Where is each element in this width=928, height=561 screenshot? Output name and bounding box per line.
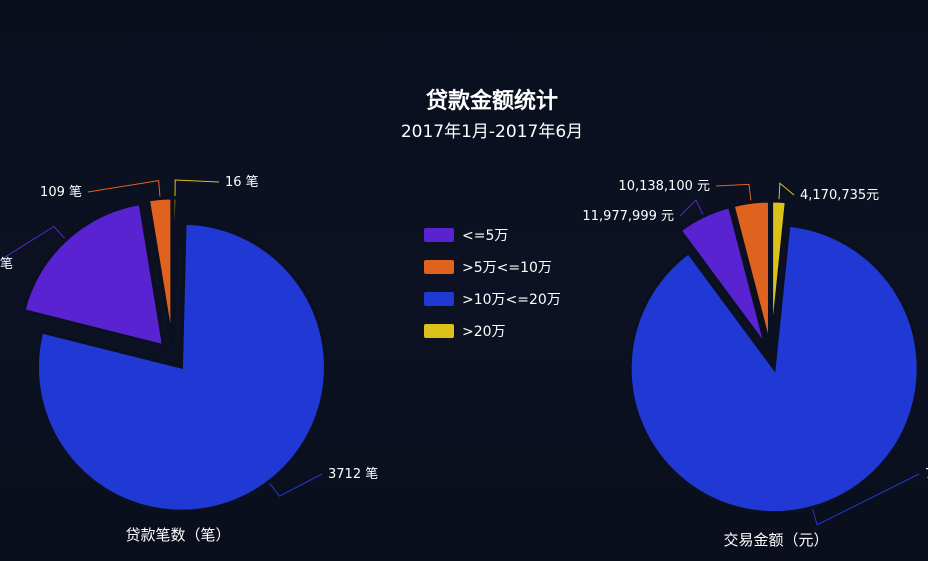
chart-subtitle: 2017年1月-2017年6月 [401, 122, 583, 142]
pie0-label-0: 笔 [0, 256, 13, 272]
pie0-leader-3 [174, 179, 220, 197]
legend-item-2[interactable]: >10万<=20万 [424, 292, 561, 308]
pie0-slice-1[interactable] [146, 196, 174, 343]
legend: <=5万 >5万<=10万 >10万<=20万 >20万 [424, 228, 561, 340]
legend-swatch-1 [424, 260, 454, 274]
pie0-leader-0 [0, 225, 66, 261]
pie1-label-1: 10,138,100 元 [618, 179, 710, 194]
legend-label-0: <=5万 [462, 228, 508, 244]
pie1-slice-3[interactable] [770, 199, 788, 346]
pie0-label-2: 3712 笔 [328, 466, 378, 482]
pie0-label-3: 16 笔 [225, 174, 259, 190]
legend-item-1[interactable]: >5万<=10万 [424, 260, 552, 276]
legend-label-3: >20万 [462, 324, 506, 340]
pie1-leader-1 [715, 183, 752, 201]
pie-loan-count: 16 笔 3712 笔 笔 109 笔 [0, 174, 378, 513]
pie0-leader-2 [269, 473, 323, 497]
pie0-label-1: 109 笔 [40, 184, 82, 200]
legend-swatch-0 [424, 228, 454, 242]
pie-caption-left: 贷款笔数（笔） [125, 526, 230, 544]
pie-transaction-amount: 4,170,735元 7 11,977,999 元 10,138,100 元 [582, 179, 928, 526]
pie1-label-0: 11,977,999 元 [582, 209, 674, 224]
pie-caption-right: 交易金额（元） [723, 531, 828, 549]
pie1-slice-2[interactable] [628, 223, 920, 515]
pie0-slice-2[interactable] [36, 221, 327, 513]
legend-swatch-3 [424, 324, 454, 338]
legend-label-2: >10万<=20万 [462, 292, 561, 308]
pie1-slice-1[interactable] [731, 199, 771, 346]
pie0-slice-3[interactable] [171, 196, 179, 343]
pie1-label-2: 7 [925, 467, 928, 482]
legend-label-1: >5万<=10万 [462, 260, 552, 276]
pie0-slice-0[interactable] [22, 201, 166, 348]
pie1-slice-0[interactable] [678, 204, 768, 348]
pie1-leader-3 [778, 182, 795, 200]
legend-item-3[interactable]: >20万 [424, 324, 506, 340]
pie0-leader-1 [87, 180, 161, 197]
chart-title: 贷款金额统计 [426, 88, 558, 114]
pie1-label-3: 4,170,735元 [800, 188, 879, 203]
legend-swatch-2 [424, 292, 454, 306]
pie1-leader-0 [679, 199, 704, 217]
pie1-leader-2 [812, 473, 920, 526]
legend-item-0[interactable]: <=5万 [424, 228, 508, 244]
